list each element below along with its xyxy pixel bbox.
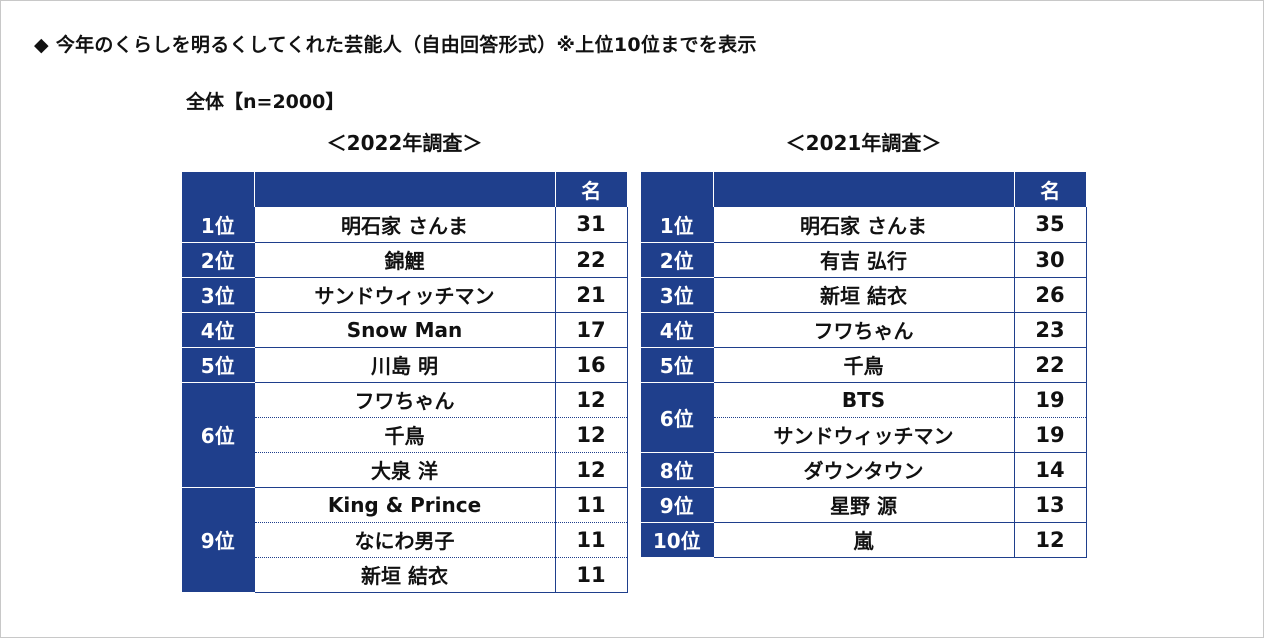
table-row: 3位 新垣 結衣 26	[641, 277, 1087, 313]
count-cell: 12	[554, 452, 628, 488]
name-cell: フワちゃん	[712, 312, 1014, 348]
rank-cell: 4位	[182, 312, 254, 348]
count-header-cell: 名	[1014, 172, 1086, 207]
table-row: 2位 有吉 弘行 30	[641, 242, 1087, 278]
name-cell: 千鳥	[712, 347, 1014, 383]
name-cell: 新垣 結衣	[712, 277, 1014, 313]
name-cell: King & Prince	[253, 487, 555, 523]
table-row: 9位 星野 源 13	[641, 487, 1087, 523]
table-row: 5位 川島 明 16	[182, 347, 628, 383]
count-header-cell: 名	[555, 172, 627, 207]
count-cell: 35	[1013, 207, 1087, 243]
rank-cell: 6位	[182, 382, 254, 488]
count-cell: 16	[554, 347, 628, 383]
rank-cell: 5位	[641, 347, 713, 383]
name-cell: 新垣 結衣	[253, 557, 555, 593]
table-row: 4位 フワちゃん 23	[641, 312, 1087, 348]
page-title: ◆ 今年のくらしを明るくしてくれた芸能人（自由回答形式）※上位10位までを表示	[34, 34, 757, 56]
table-row: 8位 ダウンタウン 14	[641, 452, 1087, 488]
rank-cell: 10位	[641, 522, 713, 558]
rank-cell: 3位	[641, 277, 713, 313]
rank-cell: 1位	[641, 207, 713, 243]
name-cell: 有吉 弘行	[712, 242, 1014, 278]
rank-cell: 1位	[182, 207, 254, 243]
ranking-body: 1位 明石家 さんま 35 2位 有吉 弘行 30 3位 新垣 結衣 26 4位 フワちゃん 23 5位…	[641, 207, 1087, 558]
table-row: サンドウィッチマン 19	[641, 417, 1087, 453]
table-row: 5位 千鳥 22	[641, 347, 1087, 383]
table-row: 4位 Snow Man 17	[182, 312, 628, 348]
table-row: 1位 明石家 さんま 35	[641, 207, 1087, 243]
count-cell: 12	[554, 417, 628, 453]
count-cell: 19	[1013, 417, 1087, 453]
table-row: 大泉 洋 12	[182, 452, 628, 488]
count-cell: 11	[554, 487, 628, 523]
rank-cell: 3位	[182, 277, 254, 313]
name-cell: ダウンタウン	[712, 452, 1014, 488]
table-row: 新垣 結衣 11	[182, 557, 628, 593]
table-row: 1位 明石家 さんま 31	[182, 207, 628, 243]
rank-cell: 9位	[182, 487, 254, 593]
rank-cell: 2位	[182, 242, 254, 278]
count-cell: 17	[554, 312, 628, 348]
table-row: 6位 フワちゃん 12	[182, 382, 628, 488]
name-cell: 川島 明	[253, 347, 555, 383]
table-row: 6位 BTS 19	[641, 382, 1087, 453]
count-cell: 30	[1013, 242, 1087, 278]
name-cell: 嵐	[712, 522, 1014, 558]
name-cell: フワちゃん	[253, 382, 555, 418]
rank-cell: 4位	[641, 312, 713, 348]
name-header-cell	[713, 172, 1015, 207]
rank-cell: 2位	[641, 242, 713, 278]
count-cell: 12	[1013, 522, 1087, 558]
name-header-cell	[254, 172, 556, 207]
rank-header-cell	[641, 172, 714, 207]
sample-size-label: 全体【n=2000】	[186, 91, 345, 113]
name-cell: 明石家 さんま	[253, 207, 555, 243]
rank-cell: 8位	[641, 452, 713, 488]
table-row: 3位 サンドウィッチマン 21	[182, 277, 628, 313]
table-row: 9位 King & Prince 11	[182, 487, 628, 593]
count-cell: 31	[554, 207, 628, 243]
ranking-body: 1位 明石家 さんま 31 2位 錦鯉 22 3位 サンドウィッチマン 21 4位 Snow Man…	[182, 207, 628, 593]
rank-cell: 5位	[182, 347, 254, 383]
name-cell: 星野 源	[712, 487, 1014, 523]
name-cell: サンドウィッチマン	[253, 277, 555, 313]
count-cell: 23	[1013, 312, 1087, 348]
ranking-table-2022: 名 1位 明石家 さんま 31 2位 錦鯉 22 3位 サンドウィッチマン 21 4位 Snow M…	[182, 172, 628, 593]
name-cell: 大泉 洋	[253, 452, 555, 488]
count-cell: 11	[554, 522, 628, 558]
count-cell: 19	[1013, 382, 1087, 418]
survey-heading-2021: ＜2021年調査＞	[785, 131, 942, 155]
name-cell: BTS	[712, 382, 1014, 418]
count-cell: 13	[1013, 487, 1087, 523]
count-cell: 22	[1013, 347, 1087, 383]
name-cell: Snow Man	[253, 312, 555, 348]
rank-cell: 6位	[641, 382, 713, 453]
name-cell: なにわ男子	[253, 522, 555, 558]
rank-cell: 9位	[641, 487, 713, 523]
count-cell: 26	[1013, 277, 1087, 313]
table-row: 千鳥 12	[182, 417, 628, 453]
table-row: 2位 錦鯉 22	[182, 242, 628, 278]
count-cell: 11	[554, 557, 628, 593]
table-row: なにわ男子 11	[182, 522, 628, 558]
ranking-table-2021: 名 1位 明石家 さんま 35 2位 有吉 弘行 30 3位 新垣 結衣 26 4位 フワちゃん 23…	[641, 172, 1087, 558]
name-cell: サンドウィッチマン	[712, 417, 1014, 453]
name-cell: 明石家 さんま	[712, 207, 1014, 243]
name-cell: 錦鯉	[253, 242, 555, 278]
name-cell: 千鳥	[253, 417, 555, 453]
survey-heading-2022: ＜2022年調査＞	[326, 131, 483, 155]
count-cell: 12	[554, 382, 628, 418]
count-cell: 22	[554, 242, 628, 278]
count-cell: 21	[554, 277, 628, 313]
table-row: 10位嵐 12	[641, 522, 1087, 558]
rank-header-cell	[182, 172, 255, 207]
count-cell: 14	[1013, 452, 1087, 488]
